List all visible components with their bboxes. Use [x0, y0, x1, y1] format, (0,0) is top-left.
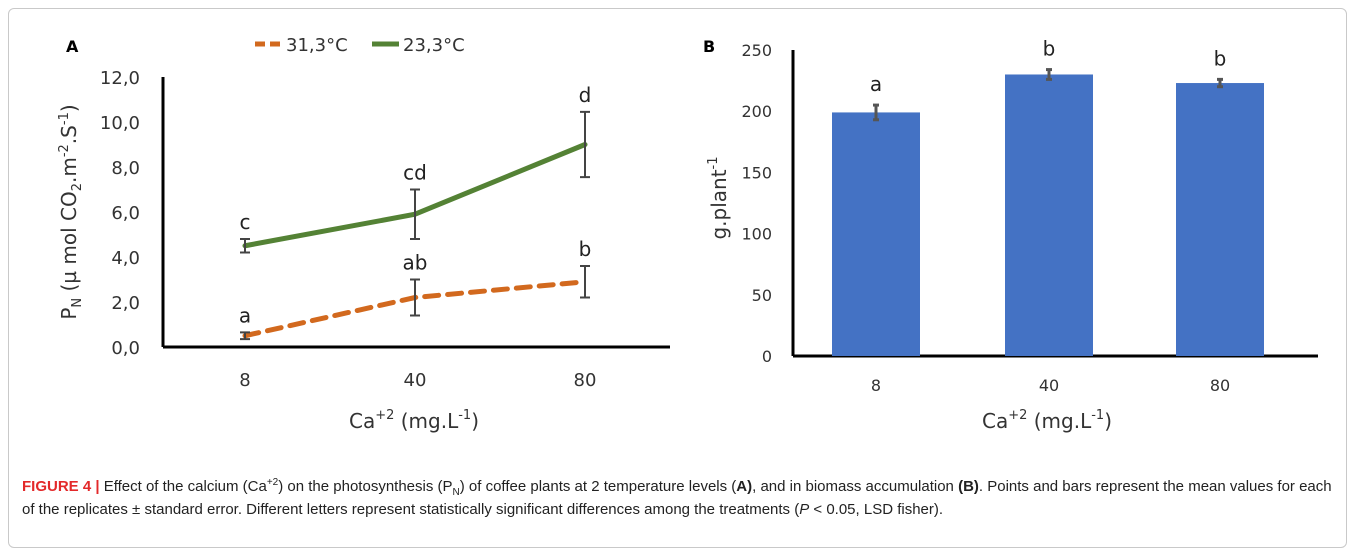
bar	[832, 112, 920, 356]
y-ticks-b: 0 50 100 150 200 250	[741, 41, 772, 366]
figure-caption: FIGURE 4 | Effect of the calcium (Ca+2) …	[22, 477, 1332, 519]
significance-letter: b	[1214, 46, 1227, 70]
y-tick-label: 6,0	[111, 203, 140, 224]
x-tick-label: 80	[1210, 376, 1230, 395]
figure-label: FIGURE 4 |	[22, 478, 100, 495]
bars-group-b: a b b	[832, 37, 1264, 356]
x-ticks-b: 8 40 80	[871, 376, 1230, 395]
y-tick-label: 100	[741, 225, 772, 244]
x-tick-label: 8	[239, 370, 250, 391]
significance-letter: b	[1043, 37, 1056, 61]
chart-panel-b: B 0 50 100 150 200 250 8 40 80 a b b g.plant-1 Ca…	[703, 37, 1318, 433]
y-tick-label: 250	[741, 41, 772, 60]
bar	[1005, 74, 1093, 356]
significance-letter: ab	[403, 251, 428, 275]
significance-letter: a	[239, 303, 251, 327]
y-axis-label-a: PN (µ mol CO2.m-2.S-1)	[57, 104, 85, 319]
figure-charts: A 0,02,04,06,08,010,012,0 8 40 80 aabbccdd…	[57, 35, 1318, 433]
y-axis-label-b: g.plant-1	[706, 156, 731, 239]
x-tick-label: 80	[574, 370, 597, 391]
legend-label: 23,3°C	[403, 35, 465, 56]
significance-letter: c	[240, 210, 251, 234]
y-tick-label: 8,0	[111, 158, 140, 179]
legend-a: 31,3°C 23,3°C	[255, 35, 465, 56]
legend-label: 31,3°C	[286, 35, 348, 56]
significance-letter: d	[579, 83, 592, 107]
significance-letter: a	[870, 72, 882, 96]
y-tick-label: 150	[741, 163, 772, 182]
significance-letter: cd	[403, 161, 427, 185]
y-tick-label: 10,0	[100, 113, 140, 134]
y-tick-label: 0	[762, 347, 772, 366]
x-tick-label: 8	[871, 376, 881, 395]
x-axis-label-a: Ca+2 (mg.L-1)	[349, 408, 479, 433]
y-tick-label: 200	[741, 102, 772, 121]
x-ticks-a: 8 40 80	[239, 370, 596, 391]
y-tick-label: 0,0	[111, 338, 140, 359]
significance-letter: b	[579, 237, 592, 261]
x-tick-label: 40	[1039, 376, 1059, 395]
chart-panel-a: A 0,0 2,0 4,0 6,0 8,0 10,0 12,0 8 40 80 a ab b c cd d…	[57, 35, 670, 433]
panel-label-b: B	[703, 37, 715, 56]
x-tick-label: 40	[404, 370, 427, 391]
y-tick-label: 50	[752, 286, 772, 305]
series-group-a: a ab b c cd d	[239, 83, 592, 341]
figure-frame	[8, 8, 1347, 548]
y-tick-label: 4,0	[111, 248, 140, 269]
x-axis-label-b: Ca+2 (mg.L-1)	[982, 408, 1112, 433]
panel-label-a: A	[66, 37, 79, 56]
bar	[1176, 83, 1264, 356]
y-tick-label: 12,0	[100, 68, 140, 89]
y-tick-label: 2,0	[111, 293, 140, 314]
y-ticks-a: 0,0 2,0 4,0 6,0 8,0 10,0 12,0	[100, 68, 140, 359]
